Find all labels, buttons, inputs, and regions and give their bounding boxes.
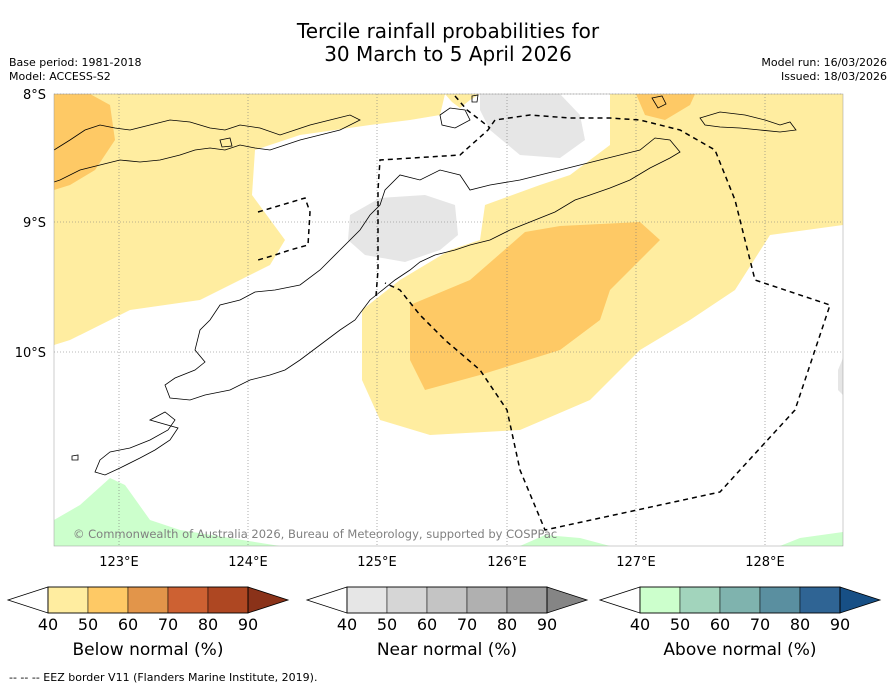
above-colorbar-segment [639, 586, 681, 614]
above-normal-south [520, 535, 610, 546]
near-colorbar-frame [346, 586, 548, 614]
meta-right: Model run: 16/03/2026 Issued: 18/03/2026 [761, 56, 887, 84]
above-tick-90: 90 [829, 615, 851, 634]
near-tick-40: 40 [336, 615, 358, 634]
coastline-wetar [699, 111, 797, 133]
near-colorbar-segment [466, 586, 508, 614]
colorbar-near-normal [305, 586, 589, 614]
below-normal-label: Below normal (%) [72, 640, 224, 660]
near-normal-central [348, 195, 458, 262]
below-normal-50-60-central [410, 222, 660, 390]
near-tick-60: 60 [416, 615, 438, 634]
coastline-island-w [219, 137, 233, 148]
near-normal-east [838, 358, 843, 395]
near-tick-90: 90 [536, 615, 558, 634]
near-colorbar-segment [386, 586, 428, 614]
near-tick-70: 70 [456, 615, 478, 634]
map-title: Tercile rainfall probabilities for 30 Ma… [0, 20, 896, 66]
below-normal-40-50-north [445, 94, 480, 108]
eez-border [257, 95, 831, 531]
near-normal-label: Near normal (%) [376, 640, 518, 660]
above-tick-40: 40 [629, 615, 651, 634]
below-normal-50-60-west [54, 94, 115, 190]
above-colorbar-frame [639, 586, 841, 614]
map-attribution: © Commonwealth of Australia 2026, Bureau… [73, 527, 557, 541]
below-tick-70: 70 [157, 615, 179, 634]
below-tick-80: 80 [197, 615, 219, 634]
above-colorbar-segment [719, 586, 761, 614]
colorbar-above-normal [598, 586, 882, 614]
above-tick-70: 70 [749, 615, 771, 634]
lon-label-125e: 125°E [357, 555, 397, 570]
lon-label-123e: 123°E [99, 555, 139, 570]
near-tick-50: 50 [376, 615, 398, 634]
below-colorbar-segment [167, 586, 209, 614]
above-tick-50: 50 [669, 615, 691, 634]
eez-footnote: -- -- -- EEZ border V11 (Flanders Marine… [9, 671, 318, 684]
above-colorbar-segment [799, 586, 841, 614]
issued-date: Issued: 18/03/2026 [780, 70, 887, 83]
near-colorbar-segment [346, 586, 388, 614]
below-tick-40: 40 [37, 615, 59, 634]
below-normal-50-60-ne [636, 94, 695, 120]
title-line-1: Tercile rainfall probabilities for [296, 19, 600, 43]
above-colorbar-lower-extend [598, 586, 641, 614]
coastlines [54, 94, 797, 476]
lon-label-128e: 128°E [745, 555, 785, 570]
below-colorbar-lower-extend [6, 586, 49, 614]
above-normal-label: Above normal (%) [663, 640, 817, 660]
coastline-timor [164, 137, 681, 401]
coastline-flores [54, 114, 361, 183]
below-colorbar-frame [47, 586, 249, 614]
near-colorbar-segment [506, 586, 548, 614]
coastline-island-n [471, 94, 479, 103]
below-colorbar-segment [127, 586, 169, 614]
lat-label-9s: 9°S [23, 216, 46, 231]
meta-left: Base period: 1981-2018 Model: ACCESS-S2 [9, 56, 141, 84]
coastline-roti [94, 411, 179, 476]
base-period: Base period: 1981-2018 [9, 56, 142, 69]
near-colorbar-upper-extend [546, 586, 589, 614]
below-normal-40-50-west [54, 94, 445, 345]
coastline-alor [439, 107, 471, 129]
map-layers [54, 94, 843, 546]
above-colorbar-segment [679, 586, 721, 614]
below-colorbar-segment [47, 586, 89, 614]
coastline-island-s [71, 454, 79, 461]
near-tick-80: 80 [496, 615, 518, 634]
near-normal-north [480, 94, 585, 158]
colorbar-below-normal [6, 586, 290, 614]
lat-label-10s: 10°S [15, 346, 46, 361]
lat-label-8s: 8°S [23, 88, 46, 103]
above-colorbar-upper-extend [839, 586, 882, 614]
above-colorbar-segment [759, 586, 801, 614]
model-run: Model run: 16/03/2026 [761, 56, 887, 69]
above-tick-80: 80 [789, 615, 811, 634]
above-tick-60: 60 [709, 615, 731, 634]
below-colorbar-segment [87, 586, 129, 614]
below-tick-50: 50 [77, 615, 99, 634]
model-name: Model: ACCESS-S2 [9, 70, 111, 83]
below-tick-60: 60 [117, 615, 139, 634]
map-frame [53, 93, 844, 547]
near-colorbar-lower-extend [305, 586, 348, 614]
near-colorbar-segment [426, 586, 468, 614]
title-line-2: 30 March to 5 April 2026 [324, 42, 572, 66]
eez-border-nw [454, 95, 491, 129]
below-tick-90: 90 [237, 615, 259, 634]
above-normal-se [780, 532, 843, 546]
lon-label-127e: 127°E [616, 555, 656, 570]
lon-label-124e: 124°E [228, 555, 268, 570]
below-colorbar-upper-extend [247, 586, 290, 614]
lon-label-126e: 126°E [487, 555, 527, 570]
coastline-island-ne [651, 95, 667, 109]
below-normal-40-50-sw [54, 265, 120, 340]
below-colorbar-segment [207, 586, 249, 614]
above-normal-sw [54, 478, 280, 546]
